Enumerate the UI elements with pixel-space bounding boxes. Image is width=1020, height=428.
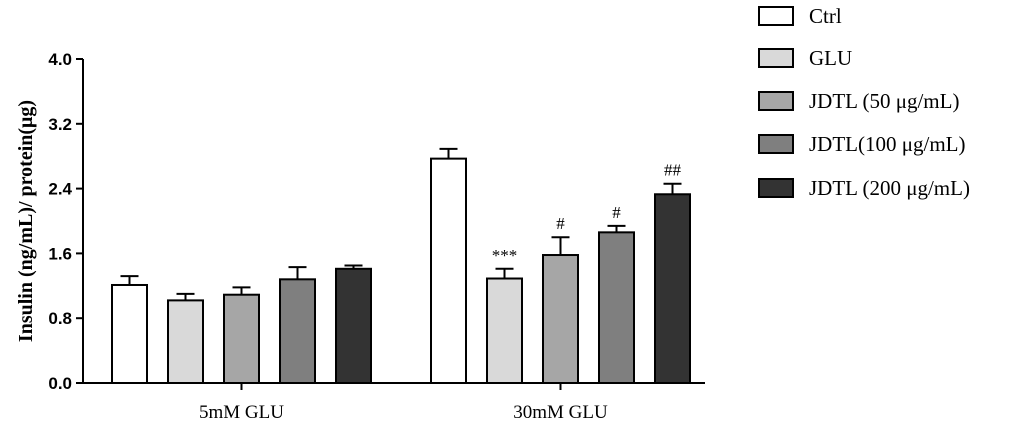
legend-swatch [758, 134, 794, 154]
bar [542, 254, 579, 385]
y-tick-label: 0.8 [48, 309, 72, 328]
bar [279, 278, 316, 385]
chart-legend: Ctrl GLU JDTL (50 μg/mL) JDTL(100 μg/mL) JDT… [758, 4, 970, 200]
bar [654, 193, 691, 384]
bar [486, 277, 523, 385]
y-tick-label: 1.6 [48, 244, 72, 263]
legend-label: GLU [809, 46, 852, 70]
legend-label: JDTL(100 μg/mL) [809, 132, 966, 156]
y-tick-label: 2.4 [48, 180, 72, 199]
legend-swatch [758, 6, 794, 26]
bar [430, 157, 467, 384]
legend-swatch [758, 48, 794, 68]
bar [111, 283, 148, 384]
y-tick-label: 0.0 [48, 374, 72, 393]
legend-swatch [758, 178, 794, 198]
bar [167, 299, 204, 385]
bar [598, 231, 635, 384]
bar [223, 293, 260, 384]
legend-label: JDTL (200 μg/mL) [809, 176, 970, 200]
y-axis-title: Insulin (ng/mL)/ protein(μg) [15, 100, 37, 342]
x-category-label: 30mM GLU [513, 402, 608, 423]
significance-label: # [612, 203, 621, 222]
legend-label: JDTL (50 μg/mL) [809, 89, 959, 113]
legend-swatch [758, 91, 794, 111]
y-tick-label: 4.0 [48, 50, 72, 69]
significance-label: # [556, 214, 565, 233]
x-category-label: 5mM GLU [199, 402, 284, 423]
significance-label: ## [664, 161, 682, 180]
bar [335, 267, 372, 385]
legend-label: Ctrl [809, 4, 842, 28]
significance-label: *** [492, 246, 518, 265]
chart-bars: ***#### [111, 147, 691, 385]
y-tick-label: 3.2 [48, 115, 72, 134]
